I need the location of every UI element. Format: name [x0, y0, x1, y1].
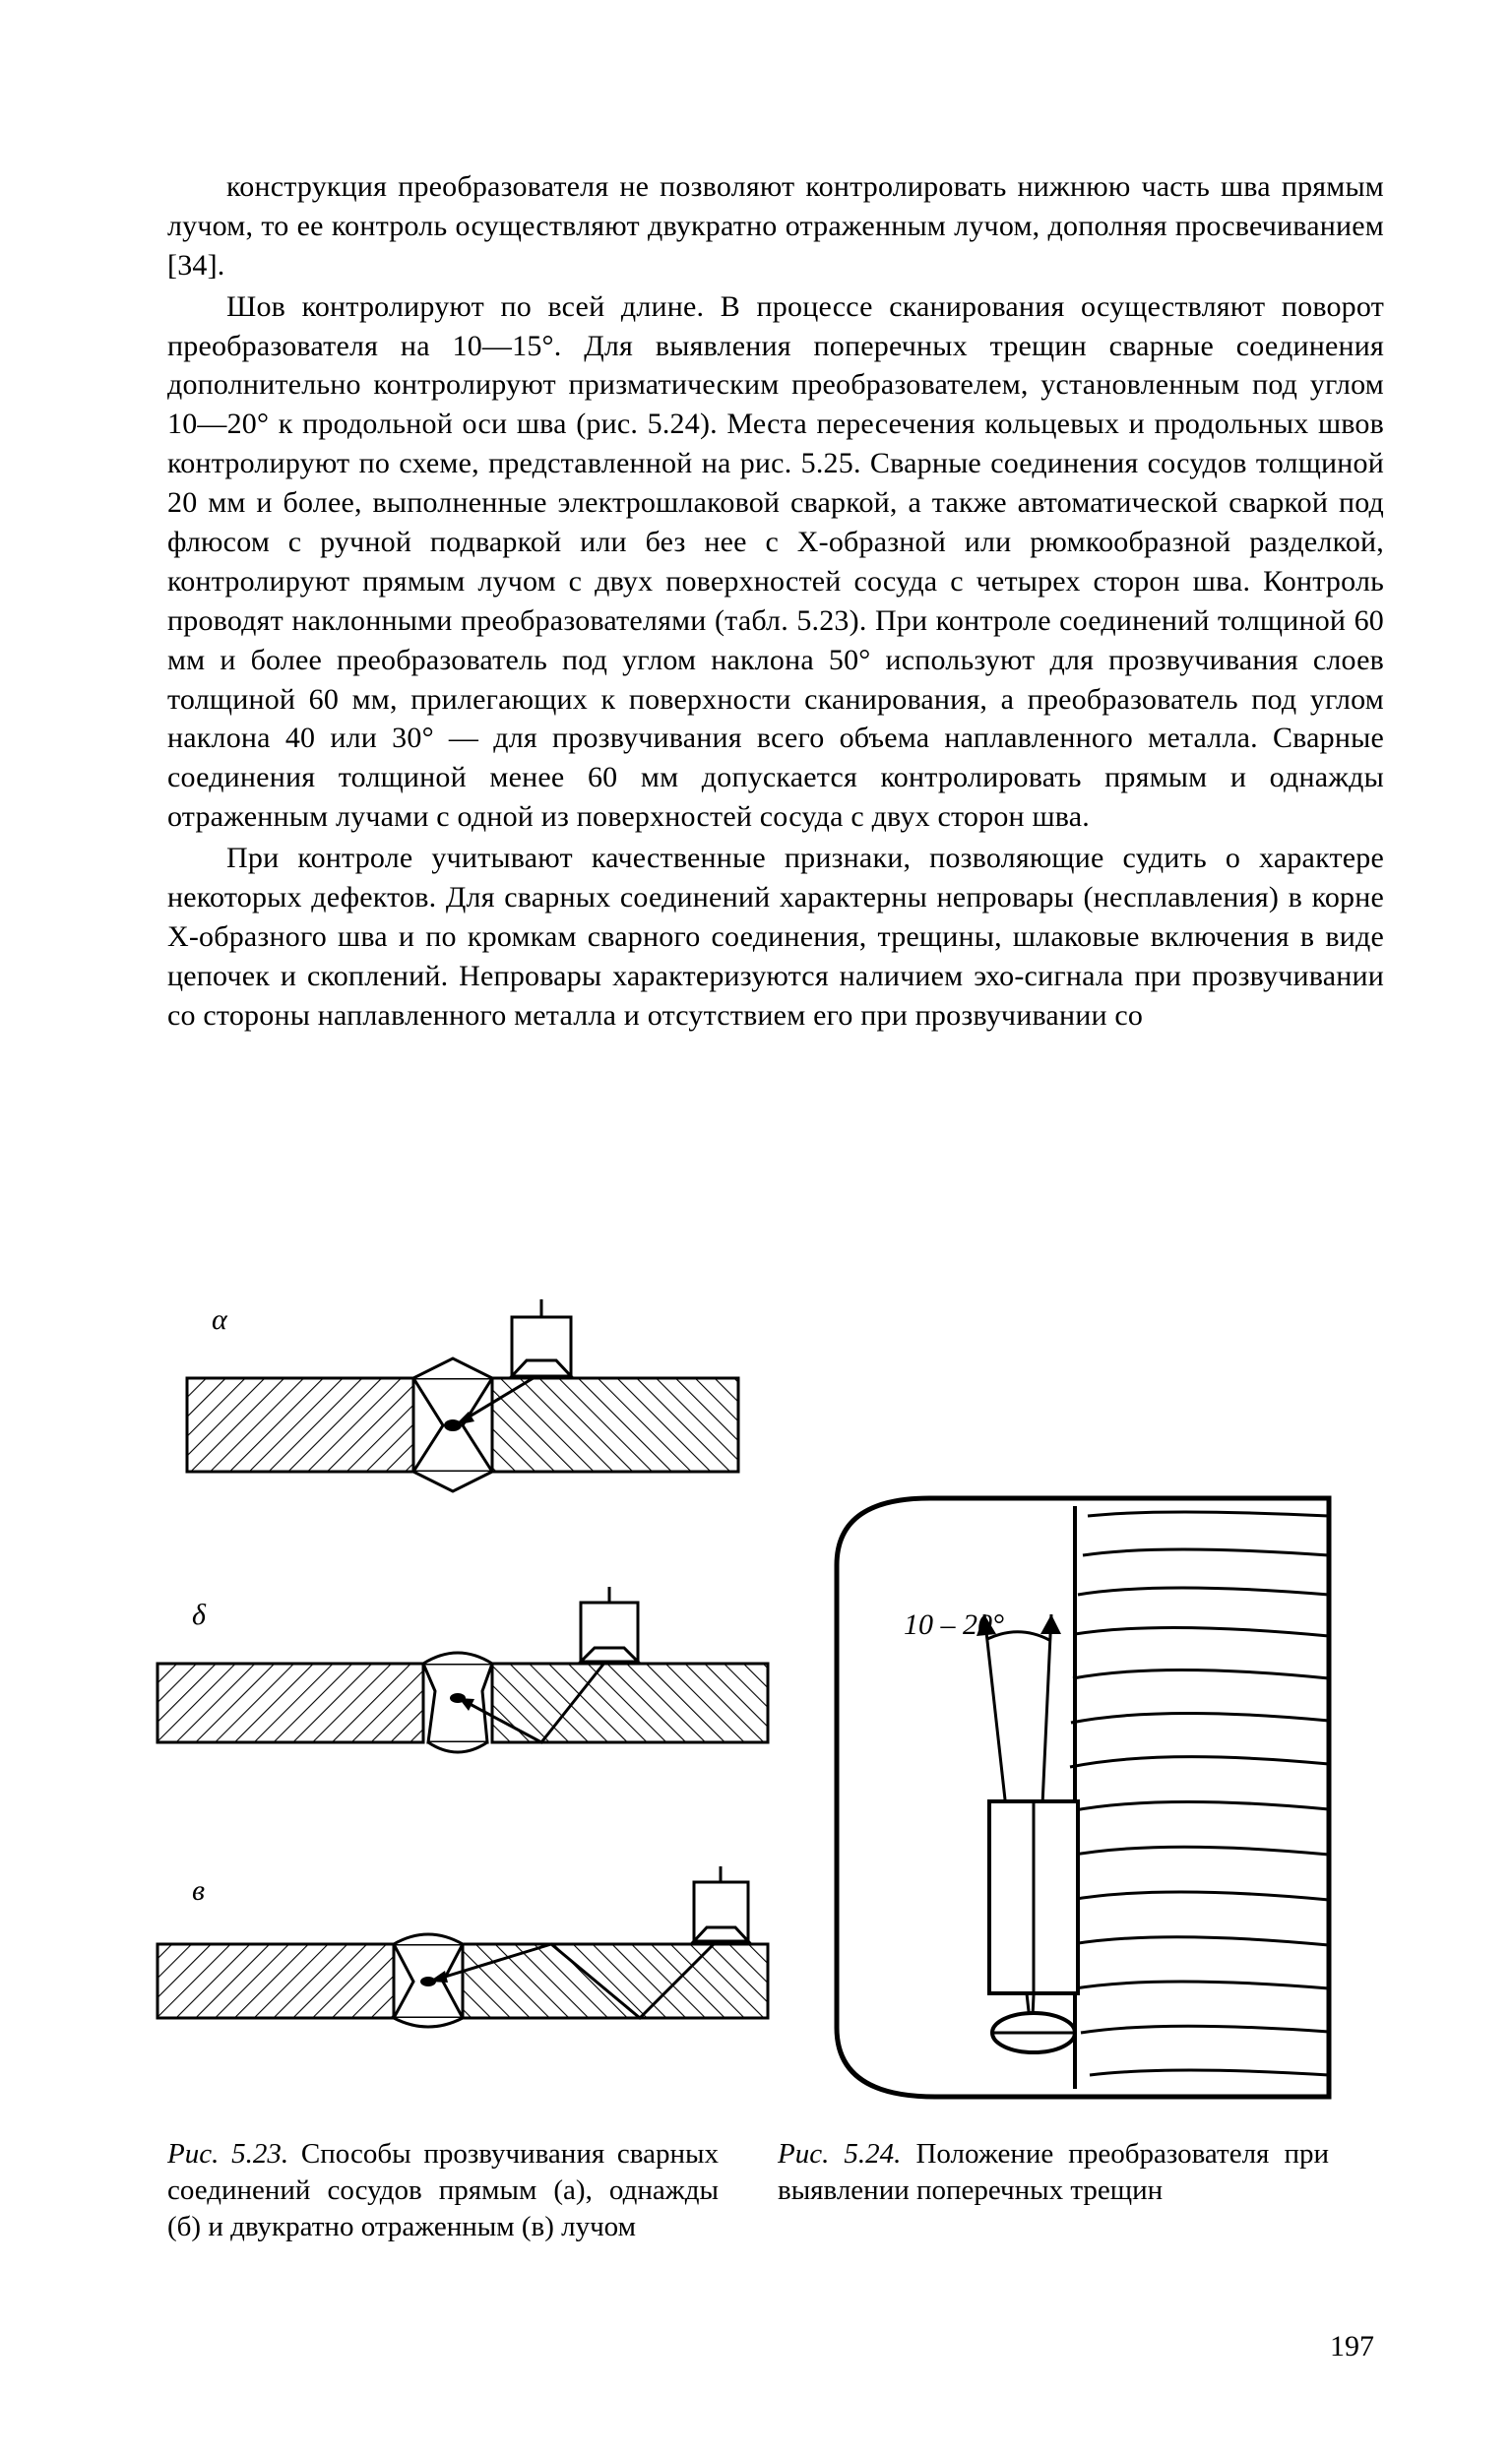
paragraph-3: При контроле учитывают качественные приз…	[167, 839, 1384, 1035]
caption-5-23: Рис. 5.23. Способы прозвучивания сварных…	[167, 2136, 719, 2245]
panel-c-label: в	[192, 1874, 205, 1907]
caption-5-24: Рис. 5.24. Положение преобразователя при…	[778, 2136, 1329, 2245]
figures-area: α	[167, 1280, 1388, 2185]
figure-5-24: 10 – 20°	[817, 1486, 1368, 2116]
caption-5-24-number: Рис. 5.24.	[778, 2138, 901, 2170]
panel-c: в	[158, 1866, 768, 2027]
page-number: 197	[1330, 2330, 1374, 2363]
figure-5-23: α	[148, 1280, 778, 2136]
paragraph-1: конструкция преобразователя не позволяют…	[167, 167, 1384, 285]
panel-a: α	[187, 1299, 738, 1491]
body-text: конструкция преобразователя не позволяют…	[167, 167, 1384, 1036]
paragraph-2: Шов контролируют по всей длине. В процес…	[167, 287, 1384, 837]
panel-b: δ	[158, 1587, 768, 1752]
panel-a-label: α	[212, 1303, 228, 1336]
figure-captions: Рис. 5.23. Способы прозвучивания сварных…	[167, 2136, 1384, 2245]
caption-5-23-number: Рис. 5.23.	[167, 2138, 288, 2170]
page: конструкция преобразователя не позволяют…	[0, 0, 1512, 2457]
panel-b-label: δ	[192, 1599, 207, 1631]
